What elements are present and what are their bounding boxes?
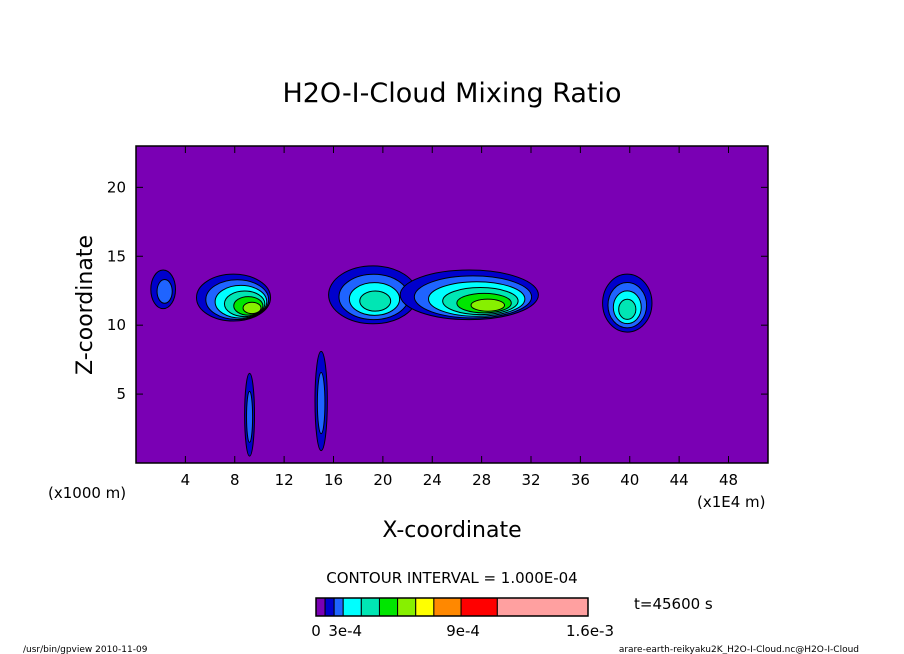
colorbar-label: 9e-4 (446, 622, 480, 640)
colorbar-segment (496, 597, 589, 617)
footer-left: /usr/bin/gpview 2010-11-09 (23, 645, 148, 654)
cloud-feature (195, 273, 272, 322)
contour-level (316, 372, 326, 435)
x-tick-label: 16 (324, 471, 343, 489)
plot-frame (135, 145, 769, 464)
colorbar (315, 597, 589, 617)
x-ticks: 4 8 12 16 20 24 28 32 36 40 44 48 (181, 146, 738, 489)
colorbar-segment (360, 597, 380, 617)
colorbar-segment (460, 597, 498, 617)
x-tick-label: 36 (571, 471, 590, 489)
contour-interval-text: CONTOUR INTERVAL = 1.000E-04 (326, 569, 577, 587)
contour-level (156, 279, 173, 304)
colorbar-label: 1.6e-3 (566, 622, 614, 640)
plot-area (135, 145, 769, 464)
contour-level (618, 298, 637, 320)
contour-level (242, 301, 262, 315)
x-tick-label: 28 (472, 471, 491, 489)
footer-right: arare-earth-reikyaku2K_H2O-I-Cloud.nc@H2… (619, 645, 859, 654)
cloud-feature (314, 350, 328, 452)
x-tick-label: 20 (373, 471, 392, 489)
cloud-feature (150, 269, 176, 310)
colorbar-segment (333, 597, 344, 617)
x-unit-note: (x1000 m) (48, 484, 126, 502)
x-tick-label: 48 (719, 471, 738, 489)
x-tick-label: 12 (275, 471, 294, 489)
colorbar-label: 0 (311, 622, 321, 640)
y-tick-label: 15 (107, 247, 126, 265)
x-tick-label: 8 (230, 471, 240, 489)
time-text: t=45600 s (634, 595, 713, 613)
x-tick-label: 32 (521, 471, 540, 489)
colorbar-label: 3e-4 (328, 622, 362, 640)
x-tick-label: 44 (670, 471, 689, 489)
colorbar-segment (342, 597, 362, 617)
colorbar-segment (315, 597, 326, 617)
x-tick-label: 24 (423, 471, 442, 489)
colorbar-frame (315, 597, 589, 617)
contour-level (246, 390, 254, 443)
colorbar-segment (415, 597, 435, 617)
chart-title: H2O-I-Cloud Mixing Ratio (282, 78, 621, 109)
y-tick-label: 5 (116, 385, 126, 403)
cloud-feature (244, 372, 255, 457)
y-ticks: 5 10 15 20 (107, 178, 768, 403)
contour-level (359, 290, 392, 312)
cloud-feature (328, 265, 418, 325)
y-tick-label: 10 (107, 316, 126, 334)
x-axis-label: X-coordinate (382, 518, 521, 543)
colorbar-segment (397, 597, 417, 617)
contour-level (470, 298, 506, 312)
x-scale-note: (x1E4 m) (697, 493, 766, 511)
y-tick-label: 20 (107, 178, 126, 196)
colorbar-segment (324, 597, 335, 617)
x-tick-label: 4 (181, 471, 191, 489)
colorbar-labels: 0 3e-4 9e-4 1.6e-3 (311, 622, 614, 640)
colorbar-segment (378, 597, 399, 617)
cloud-feature (602, 273, 653, 333)
cloud-feature (399, 269, 539, 321)
x-tick-label: 40 (620, 471, 639, 489)
y-axis-label: Z-coordinate (73, 235, 98, 375)
colorbar-segment (433, 597, 462, 617)
